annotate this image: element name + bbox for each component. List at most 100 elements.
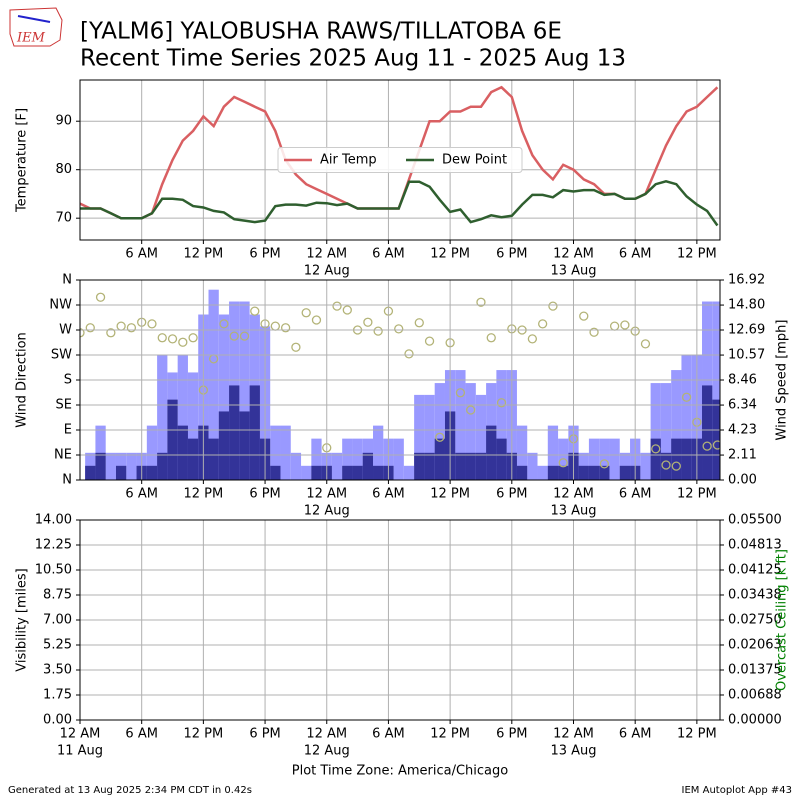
y-tick-label: S <box>64 373 72 388</box>
bar <box>249 385 260 480</box>
y-tick-label: NE <box>54 448 72 463</box>
bar <box>146 425 158 480</box>
y-tick-label: 12.25 <box>35 538 72 553</box>
y2-tick-label: 6.34 <box>728 398 757 413</box>
x-date-label: 13 Aug <box>550 744 596 759</box>
x-tick-label: 6 AM <box>125 727 158 742</box>
point <box>342 305 352 315</box>
bar <box>681 354 692 480</box>
point <box>538 319 548 329</box>
y-tick-label: SW <box>51 348 72 363</box>
bar <box>455 370 466 480</box>
x-tick-label: 12 PM <box>184 487 224 502</box>
bar <box>414 394 425 480</box>
bar <box>619 465 631 480</box>
x-date-label: 13 Aug <box>550 504 596 519</box>
bar <box>496 370 507 480</box>
bar <box>218 314 230 480</box>
point <box>414 318 424 328</box>
bar <box>85 465 96 480</box>
bar <box>516 425 528 480</box>
point <box>476 297 486 307</box>
x-tick-label: 12 AM <box>306 727 347 742</box>
x-tick-label: 6 AM <box>619 487 652 502</box>
x-tick-label: 6 AM <box>372 487 405 502</box>
point <box>95 292 106 302</box>
bar <box>455 452 466 480</box>
footer-left: Generated at 13 Aug 2025 2:34 PM CDT in … <box>8 785 252 796</box>
bar <box>547 465 559 480</box>
x-tick-label: 6 AM <box>125 487 158 502</box>
point <box>250 306 260 316</box>
point <box>178 337 188 347</box>
bar <box>516 465 528 480</box>
y-tick-label: 14.00 <box>35 513 72 528</box>
bar <box>650 438 661 480</box>
bar <box>403 465 415 480</box>
bar <box>558 465 569 480</box>
y-tick-label: 0.00 <box>43 713 72 728</box>
point <box>712 440 720 450</box>
bar <box>239 301 250 480</box>
x-axis-label: Plot Time Zone: America/Chicago <box>292 764 508 779</box>
logo-text: IEM <box>16 31 46 46</box>
bar <box>660 452 672 480</box>
point <box>311 315 322 325</box>
bar <box>588 438 600 480</box>
bar <box>362 452 374 480</box>
y-tick-label: SE <box>56 398 72 413</box>
point <box>80 328 85 338</box>
point <box>363 317 373 327</box>
bar <box>95 452 106 480</box>
x-date-label: 13 Aug <box>550 264 596 279</box>
y-tick-label: E <box>64 423 72 438</box>
bar <box>671 438 682 480</box>
bar <box>342 465 353 480</box>
y2-tick-label: 14.80 <box>728 298 765 313</box>
y-tick-label: 90 <box>55 114 72 129</box>
bar <box>599 465 610 480</box>
y-tick-label: N <box>62 473 72 488</box>
bar <box>208 289 219 480</box>
bar <box>352 438 363 480</box>
bar <box>424 394 435 480</box>
x-tick-label: 6 PM <box>496 247 527 262</box>
y2-tick-label: 0.04813 <box>728 537 782 552</box>
bar <box>393 438 404 480</box>
bar <box>342 438 353 480</box>
y-tick-label: N <box>62 273 72 288</box>
point <box>229 331 239 341</box>
bar <box>547 425 559 480</box>
y-tick-label: 5.25 <box>43 638 72 653</box>
point <box>558 458 568 468</box>
point <box>301 308 311 318</box>
bar <box>712 301 720 480</box>
bar <box>157 452 168 480</box>
y-tick-label: 7.00 <box>43 613 72 628</box>
bar <box>167 399 178 480</box>
x-tick-label: 12 PM <box>430 247 470 262</box>
bar <box>311 438 322 480</box>
x-tick-label: 6 PM <box>249 487 280 502</box>
bar <box>434 383 445 480</box>
y2-tick-label: 0.02063 <box>728 637 782 652</box>
point <box>651 444 661 454</box>
point <box>599 459 609 469</box>
plot-area <box>80 520 720 720</box>
x-tick-label: 6 PM <box>496 487 527 502</box>
bar <box>475 452 487 480</box>
y2-tick-label: 12.69 <box>728 323 765 338</box>
point <box>435 432 445 442</box>
x-tick-label: 6 PM <box>496 727 527 742</box>
title: [YALM6] YALOBUSHA RAWS/TILLATOBA 6E <box>80 19 562 45</box>
x-tick-label: 6 PM <box>249 247 280 262</box>
frame <box>79 79 721 241</box>
point <box>404 349 414 359</box>
bar <box>588 465 600 480</box>
x-tick-label: 12 PM <box>184 727 224 742</box>
footer-right: IEM Autoplot App #43 <box>682 785 792 796</box>
bar <box>311 465 322 480</box>
point <box>280 323 291 333</box>
legend-label: Air Temp <box>320 153 377 168</box>
